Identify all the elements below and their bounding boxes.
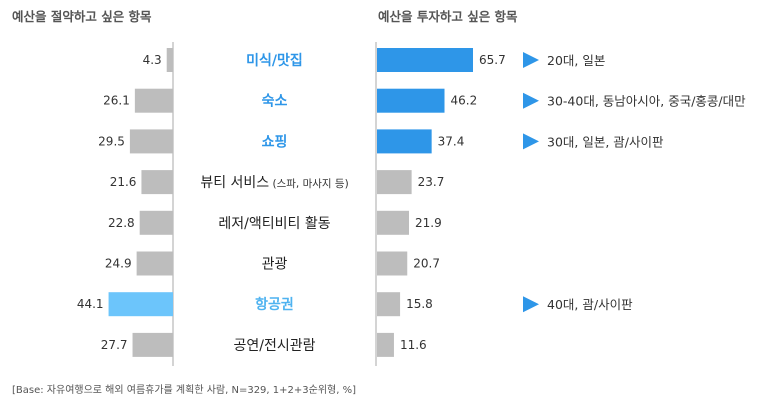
left-value-label: 21.6 bbox=[110, 175, 137, 189]
callout-arrow-icon bbox=[523, 92, 539, 109]
right-bar bbox=[377, 170, 412, 195]
callout-arrow-icon bbox=[523, 296, 539, 313]
right-bar bbox=[377, 210, 409, 235]
left-bar bbox=[139, 210, 173, 235]
left-bar bbox=[134, 88, 173, 113]
right-bar bbox=[377, 251, 408, 276]
category-label: 레저/액티비티 활동 bbox=[218, 216, 330, 232]
right-bar bbox=[377, 129, 432, 154]
right-bar bbox=[377, 292, 401, 317]
left-value-label: 24.9 bbox=[105, 257, 132, 271]
left-bar bbox=[129, 129, 173, 154]
right-title: 예산을 투자하고 싶은 항목 bbox=[378, 9, 518, 24]
right-value-label: 21.9 bbox=[415, 216, 442, 230]
left-title: 예산을 절약하고 싶은 항목 bbox=[12, 9, 152, 24]
right-bar bbox=[377, 48, 473, 72]
category-label: 미식/맛집 bbox=[246, 52, 303, 69]
right-bar bbox=[377, 332, 394, 357]
category-label: 쇼핑 bbox=[262, 133, 288, 150]
callout-text: 40대, 괌/사이판 bbox=[547, 297, 633, 312]
category-label: 숙소 bbox=[262, 94, 288, 110]
right-bar bbox=[377, 88, 445, 113]
left-bar bbox=[108, 292, 173, 317]
left-value-label: 4.3 bbox=[143, 53, 162, 67]
left-value-label: 44.1 bbox=[77, 297, 104, 311]
right-value-label: 15.8 bbox=[406, 297, 433, 311]
callout-text: 30-40대, 동남아시아, 중국/홍콩/대만 bbox=[547, 94, 746, 109]
left-value-label: 22.8 bbox=[108, 216, 135, 230]
left-bar bbox=[132, 332, 173, 357]
left-value-label: 29.5 bbox=[98, 134, 125, 148]
right-value-label: 23.7 bbox=[418, 175, 445, 189]
right-value-label: 46.2 bbox=[451, 94, 478, 108]
category-label: 뷰티 서비스 (스파, 마사지 등) bbox=[200, 175, 348, 191]
left-bar bbox=[141, 170, 173, 195]
footnote: [Base: 자유여행으로 해외 여름휴가를 계획한 사람, N=329, 1+… bbox=[12, 383, 356, 396]
left-bar bbox=[136, 251, 173, 276]
callout-text: 30대, 일본, 괌/사이판 bbox=[547, 134, 664, 149]
right-value-label: 65.7 bbox=[479, 53, 506, 67]
category-label: 항공권 bbox=[255, 296, 294, 313]
callout-text: 20대, 일본 bbox=[547, 53, 605, 68]
left-bar bbox=[166, 48, 173, 72]
category-label: 공연/전시관람 bbox=[234, 338, 316, 354]
callout-arrow-icon bbox=[523, 52, 539, 68]
right-value-label: 37.4 bbox=[438, 134, 465, 148]
left-value-label: 26.1 bbox=[103, 94, 130, 108]
callout-arrow-icon bbox=[523, 133, 539, 150]
left-value-label: 27.7 bbox=[101, 338, 128, 352]
right-value-label: 20.7 bbox=[413, 257, 440, 271]
right-value-label: 11.6 bbox=[400, 338, 427, 352]
chart-marks: 4.3 65.7 미식/맛집 26.1 46.2 숙소 29.5 37.4 쇼핑 21.6 23.7… bbox=[77, 48, 746, 357]
category-label: 관광 bbox=[262, 257, 288, 273]
